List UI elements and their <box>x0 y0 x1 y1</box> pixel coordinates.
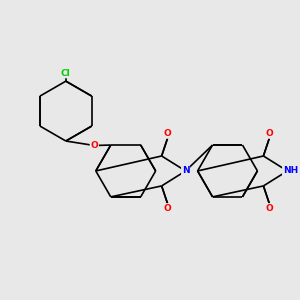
Text: N: N <box>182 167 189 176</box>
Text: O: O <box>266 204 273 213</box>
Text: Cl: Cl <box>61 69 71 78</box>
Text: O: O <box>90 141 98 150</box>
Text: O: O <box>266 129 273 138</box>
Text: O: O <box>164 129 172 138</box>
Text: NH: NH <box>283 167 298 176</box>
Text: O: O <box>164 204 172 213</box>
